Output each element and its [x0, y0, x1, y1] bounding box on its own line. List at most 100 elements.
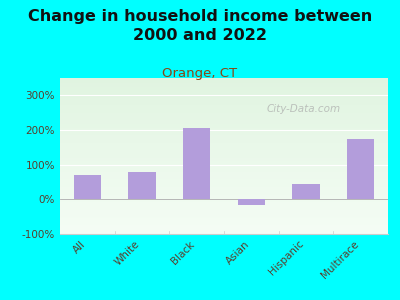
Bar: [60, 147, 388, 148]
Bar: [60, 144, 388, 145]
Bar: [60, 117, 388, 118]
Bar: [60, 214, 388, 215]
Bar: [60, 203, 388, 204]
Bar: [60, 154, 388, 155]
Bar: [60, 173, 388, 174]
Bar: [60, 166, 388, 167]
Bar: [60, 132, 388, 133]
Bar: [60, 191, 388, 192]
Bar: [74, 175, 101, 199]
Bar: [60, 225, 388, 226]
Bar: [60, 134, 388, 135]
Bar: [60, 182, 388, 183]
Bar: [60, 231, 388, 232]
Bar: [60, 156, 388, 157]
Bar: [60, 140, 388, 141]
Bar: [60, 222, 388, 223]
Bar: [60, 208, 388, 209]
Bar: [60, 84, 388, 85]
Bar: [60, 158, 388, 159]
Bar: [60, 82, 388, 83]
Bar: [60, 141, 388, 142]
Bar: [60, 139, 388, 140]
Bar: [60, 101, 388, 102]
Bar: [60, 79, 388, 80]
Bar: [60, 176, 388, 177]
Bar: [60, 221, 388, 222]
Bar: [60, 119, 388, 120]
Bar: [60, 232, 388, 233]
Bar: [60, 149, 388, 150]
Bar: [60, 109, 388, 110]
Bar: [60, 155, 388, 156]
Bar: [60, 115, 388, 116]
Bar: [60, 113, 388, 114]
Bar: [60, 193, 388, 194]
Bar: [60, 88, 388, 89]
Bar: [60, 80, 388, 81]
Bar: [60, 188, 388, 189]
Bar: [60, 194, 388, 195]
Bar: [60, 198, 388, 199]
Bar: [60, 152, 388, 153]
Bar: [292, 184, 320, 199]
Bar: [60, 133, 388, 134]
Bar: [60, 195, 388, 196]
Text: Orange, CT: Orange, CT: [162, 68, 238, 80]
Bar: [60, 125, 388, 126]
Bar: [60, 131, 388, 132]
Bar: [60, 142, 388, 143]
Bar: [60, 185, 388, 186]
Bar: [60, 86, 388, 87]
Bar: [60, 81, 388, 82]
Bar: [60, 137, 388, 138]
Bar: [60, 112, 388, 113]
Bar: [60, 138, 388, 139]
Bar: [347, 139, 374, 199]
Bar: [60, 136, 388, 137]
Bar: [60, 96, 388, 97]
Bar: [60, 95, 388, 96]
Bar: [60, 213, 388, 214]
Bar: [60, 218, 388, 219]
Bar: [60, 190, 388, 191]
Bar: [60, 187, 388, 188]
Bar: [60, 116, 388, 117]
Bar: [60, 180, 388, 181]
Bar: [60, 212, 388, 213]
Bar: [60, 224, 388, 225]
Bar: [60, 120, 388, 121]
Bar: [60, 174, 388, 175]
Bar: [60, 129, 388, 130]
Bar: [60, 168, 388, 169]
Bar: [60, 102, 388, 103]
Bar: [60, 122, 388, 123]
Bar: [60, 92, 388, 93]
Bar: [60, 127, 388, 128]
Bar: [60, 126, 388, 127]
Bar: [60, 150, 388, 151]
Bar: [60, 87, 388, 88]
Bar: [60, 161, 388, 162]
Bar: [60, 210, 388, 211]
Bar: [60, 93, 388, 94]
Bar: [60, 159, 388, 160]
Bar: [60, 211, 388, 212]
Bar: [60, 145, 388, 146]
Bar: [60, 146, 388, 147]
Bar: [60, 90, 388, 91]
Bar: [183, 128, 210, 199]
Bar: [60, 189, 388, 190]
Bar: [60, 110, 388, 111]
Bar: [60, 228, 388, 229]
Bar: [60, 100, 388, 101]
Bar: [60, 175, 388, 176]
Bar: [60, 111, 388, 112]
Bar: [60, 179, 388, 180]
Bar: [60, 157, 388, 158]
Bar: [60, 85, 388, 86]
Bar: [60, 165, 388, 166]
Bar: [60, 204, 388, 205]
Bar: [60, 106, 388, 107]
Bar: [60, 83, 388, 84]
